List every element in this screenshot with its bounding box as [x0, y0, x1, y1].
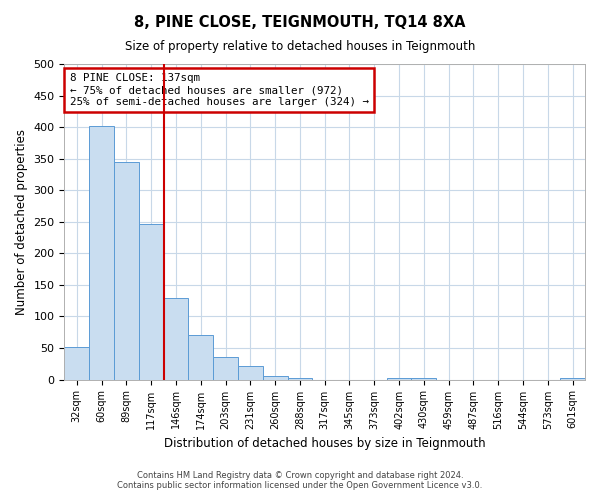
Text: 8, PINE CLOSE, TEIGNMOUTH, TQ14 8XA: 8, PINE CLOSE, TEIGNMOUTH, TQ14 8XA	[134, 15, 466, 30]
Bar	[412, 378, 436, 380]
Text: Size of property relative to detached houses in Teignmouth: Size of property relative to detached ho…	[125, 40, 475, 53]
Text: Contains HM Land Registry data © Crown copyright and database right 2024.
Contai: Contains HM Land Registry data © Crown c…	[118, 470, 482, 490]
Bar	[287, 378, 313, 380]
Bar	[114, 162, 139, 380]
Bar	[188, 336, 213, 380]
Bar	[386, 378, 412, 380]
Bar	[164, 298, 188, 380]
Bar	[139, 224, 164, 380]
Bar	[560, 378, 585, 380]
Bar	[213, 358, 238, 380]
Bar	[263, 376, 287, 380]
Text: 8 PINE CLOSE: 137sqm
← 75% of detached houses are smaller (972)
25% of semi-deta: 8 PINE CLOSE: 137sqm ← 75% of detached h…	[70, 74, 368, 106]
Y-axis label: Number of detached properties: Number of detached properties	[15, 129, 28, 315]
Bar	[64, 347, 89, 380]
Bar	[238, 366, 263, 380]
X-axis label: Distribution of detached houses by size in Teignmouth: Distribution of detached houses by size …	[164, 437, 485, 450]
Bar	[89, 126, 114, 380]
